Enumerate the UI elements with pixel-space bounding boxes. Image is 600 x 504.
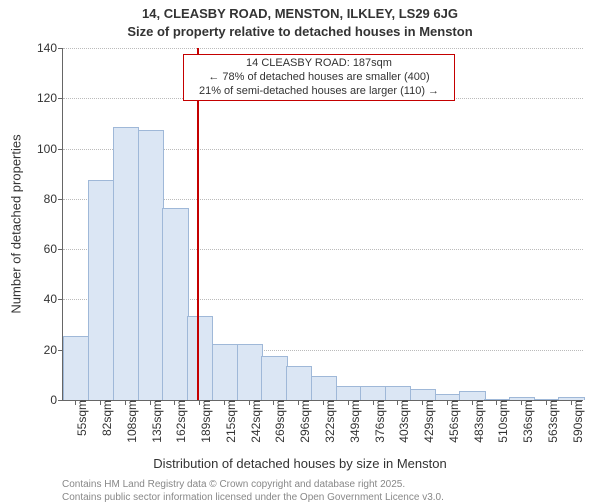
x-tick-mark xyxy=(521,400,522,405)
x-tick-mark xyxy=(546,400,547,405)
histogram-bar xyxy=(286,366,312,400)
y-axis-title: Number of detached properties xyxy=(9,134,24,313)
attribution-text: Contains HM Land Registry data © Crown c… xyxy=(62,478,444,504)
x-tick-label: 82sqm xyxy=(94,400,114,436)
attribution-line1: Contains HM Land Registry data © Crown c… xyxy=(62,478,444,491)
histogram-bar xyxy=(138,130,164,400)
x-tick-label: 322sqm xyxy=(317,400,337,443)
histogram-bar xyxy=(311,376,337,400)
y-tick-mark xyxy=(58,299,63,300)
y-tick-mark xyxy=(58,249,63,250)
x-tick-mark xyxy=(75,400,76,405)
y-tick-mark xyxy=(58,98,63,99)
annotation-line: ← 78% of detached houses are smaller (40… xyxy=(188,71,450,85)
x-tick-mark xyxy=(348,400,349,405)
x-tick-label: 510sqm xyxy=(490,400,510,443)
x-tick-mark xyxy=(150,400,151,405)
attribution-line2: Contains public sector information licen… xyxy=(62,491,444,504)
y-tick-mark xyxy=(58,149,63,150)
chart-title-line2: Size of property relative to detached ho… xyxy=(0,24,600,39)
chart-title-line1: 14, CLEASBY ROAD, MENSTON, ILKLEY, LS29 … xyxy=(0,6,600,21)
histogram-bar xyxy=(162,208,188,400)
chart-container: 14, CLEASBY ROAD, MENSTON, ILKLEY, LS29 … xyxy=(0,0,600,500)
histogram-bar xyxy=(113,127,139,400)
x-tick-mark xyxy=(125,400,126,405)
x-tick-mark xyxy=(397,400,398,405)
x-tick-label: 376sqm xyxy=(367,400,387,443)
x-tick-label: 536sqm xyxy=(515,400,535,443)
histogram-bar xyxy=(237,344,263,400)
histogram-bar xyxy=(261,356,287,400)
x-tick-mark xyxy=(373,400,374,405)
x-tick-label: 135sqm xyxy=(144,400,164,443)
x-tick-mark xyxy=(100,400,101,405)
x-tick-mark xyxy=(323,400,324,405)
annotation-line: 21% of semi-detached houses are larger (… xyxy=(188,85,450,99)
y-tick-mark xyxy=(58,48,63,49)
x-tick-label: 349sqm xyxy=(342,400,362,443)
x-tick-mark xyxy=(298,400,299,405)
x-tick-label: 456sqm xyxy=(441,400,461,443)
x-tick-mark xyxy=(472,400,473,405)
y-tick-mark xyxy=(58,199,63,200)
x-tick-label: 55sqm xyxy=(69,400,89,436)
histogram-bar xyxy=(187,316,213,400)
x-axis-title: Distribution of detached houses by size … xyxy=(0,456,600,471)
x-tick-label: 269sqm xyxy=(267,400,287,443)
x-tick-mark xyxy=(174,400,175,405)
histogram-bar xyxy=(88,180,114,400)
histogram-bar xyxy=(212,344,238,400)
x-tick-label: 108sqm xyxy=(119,400,139,443)
histogram-bar xyxy=(360,386,386,400)
x-tick-mark xyxy=(273,400,274,405)
plot-area: 02040608010012014055sqm82sqm108sqm135sqm… xyxy=(62,48,583,401)
x-tick-mark xyxy=(447,400,448,405)
annotation-line: 14 CLEASBY ROAD: 187sqm xyxy=(188,57,450,71)
gridline-h xyxy=(63,48,583,49)
x-tick-label: 242sqm xyxy=(243,400,263,443)
x-tick-mark xyxy=(571,400,572,405)
x-tick-label: 215sqm xyxy=(218,400,238,443)
x-tick-mark xyxy=(422,400,423,405)
histogram-bar xyxy=(336,386,362,400)
x-tick-mark xyxy=(224,400,225,405)
x-tick-mark xyxy=(249,400,250,405)
x-tick-mark xyxy=(496,400,497,405)
x-tick-label: 563sqm xyxy=(540,400,560,443)
x-tick-label: 296sqm xyxy=(292,400,312,443)
x-tick-label: 429sqm xyxy=(416,400,436,443)
y-tick-mark xyxy=(58,400,63,401)
x-tick-label: 590sqm xyxy=(565,400,585,443)
annotation-box: 14 CLEASBY ROAD: 187sqm← 78% of detached… xyxy=(183,54,455,101)
x-tick-label: 162sqm xyxy=(168,400,188,443)
histogram-bar xyxy=(410,389,436,400)
histogram-bar xyxy=(459,391,485,400)
histogram-bar xyxy=(385,386,411,400)
histogram-bar xyxy=(63,336,89,400)
x-tick-label: 483sqm xyxy=(466,400,486,443)
x-tick-mark xyxy=(199,400,200,405)
x-tick-label: 403sqm xyxy=(391,400,411,443)
x-tick-label: 189sqm xyxy=(193,400,213,443)
